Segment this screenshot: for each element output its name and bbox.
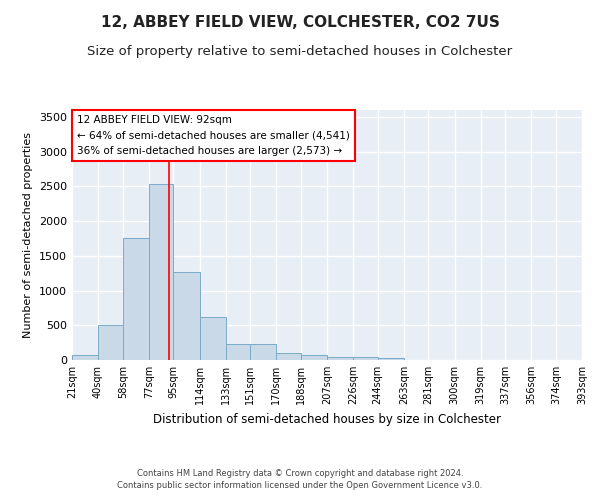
Bar bbox=[327, 356, 353, 360]
Text: 12 ABBEY FIELD VIEW: 92sqm
← 64% of semi-detached houses are smaller (4,541)
36%: 12 ABBEY FIELD VIEW: 92sqm ← 64% of semi… bbox=[77, 115, 350, 156]
Bar bbox=[250, 344, 276, 360]
Y-axis label: Number of semi-detached properties: Number of semi-detached properties bbox=[23, 132, 34, 338]
Text: Size of property relative to semi-detached houses in Colchester: Size of property relative to semi-detach… bbox=[88, 45, 512, 58]
Text: 12, ABBEY FIELD VIEW, COLCHESTER, CO2 7US: 12, ABBEY FIELD VIEW, COLCHESTER, CO2 7U… bbox=[101, 15, 499, 30]
Bar bbox=[199, 317, 226, 360]
Bar bbox=[149, 184, 173, 360]
Bar bbox=[173, 272, 199, 360]
Bar bbox=[301, 356, 327, 360]
Text: Contains HM Land Registry data © Crown copyright and database right 2024.: Contains HM Land Registry data © Crown c… bbox=[137, 468, 463, 477]
Bar bbox=[226, 344, 250, 360]
Bar bbox=[123, 238, 149, 360]
Bar bbox=[378, 358, 404, 360]
Bar bbox=[72, 355, 98, 360]
Bar bbox=[353, 357, 378, 360]
Bar bbox=[98, 324, 123, 360]
X-axis label: Distribution of semi-detached houses by size in Colchester: Distribution of semi-detached houses by … bbox=[153, 412, 501, 426]
Bar bbox=[276, 353, 301, 360]
Text: Contains public sector information licensed under the Open Government Licence v3: Contains public sector information licen… bbox=[118, 481, 482, 490]
